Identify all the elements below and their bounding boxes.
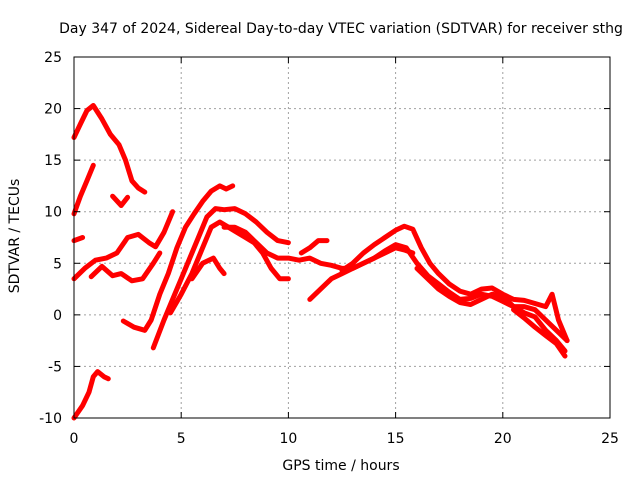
y-tick-label: 25 [44,50,62,66]
y-tick-label: 10 [44,205,62,221]
series-line-track-12 [298,238,330,256]
series-line-track-1 [71,103,148,195]
x-tick-label: 15 [387,431,405,447]
x-tick-label: 25 [601,431,619,447]
series-line-track-8 [150,206,291,351]
y-tick-label: -5 [48,359,62,375]
series-line-track-16 [511,307,568,359]
x-tick-label: 10 [279,431,297,447]
series-line-track-14 [339,223,570,344]
plot-frame [73,56,611,419]
series-line-track-7 [120,183,236,333]
y-tick-label: 5 [53,256,62,272]
x-tick-label: 5 [177,431,186,447]
series-line-track-13 [307,242,570,344]
x-axis-title: GPS time / hours [282,458,399,474]
series-line-track-4 [71,235,86,244]
axis-ticks [73,56,611,419]
series-line-track-15 [414,265,568,354]
y-tick-label: 15 [44,153,62,169]
series-line-track-2 [110,193,131,208]
y-tick-label: 0 [53,308,62,324]
series-line-track-9 [168,219,291,316]
y-tick-label: -10 [39,411,62,427]
series-line-track-6 [88,250,163,284]
series-line-track-10 [189,255,227,282]
series-line-track-17 [71,369,111,421]
series-line-track-3 [71,162,96,217]
x-tick-labels: 0 5 10 15 20 25 [70,431,619,447]
x-tick-label: 0 [70,431,79,447]
x-tick-label: 20 [494,431,512,447]
y-axis-title: SDTVAR / TECUs [7,179,23,294]
series-line-track-11 [221,224,416,271]
series-line-track-5 [71,209,176,282]
y-tick-label: 20 [44,102,62,118]
grid-lines [74,57,610,418]
chart-title: Day 347 of 2024, Sidereal Day-to-day VTE… [59,21,623,37]
y-tick-labels: -10 -5 0 5 10 15 20 25 [39,50,62,427]
series-group [71,103,570,421]
